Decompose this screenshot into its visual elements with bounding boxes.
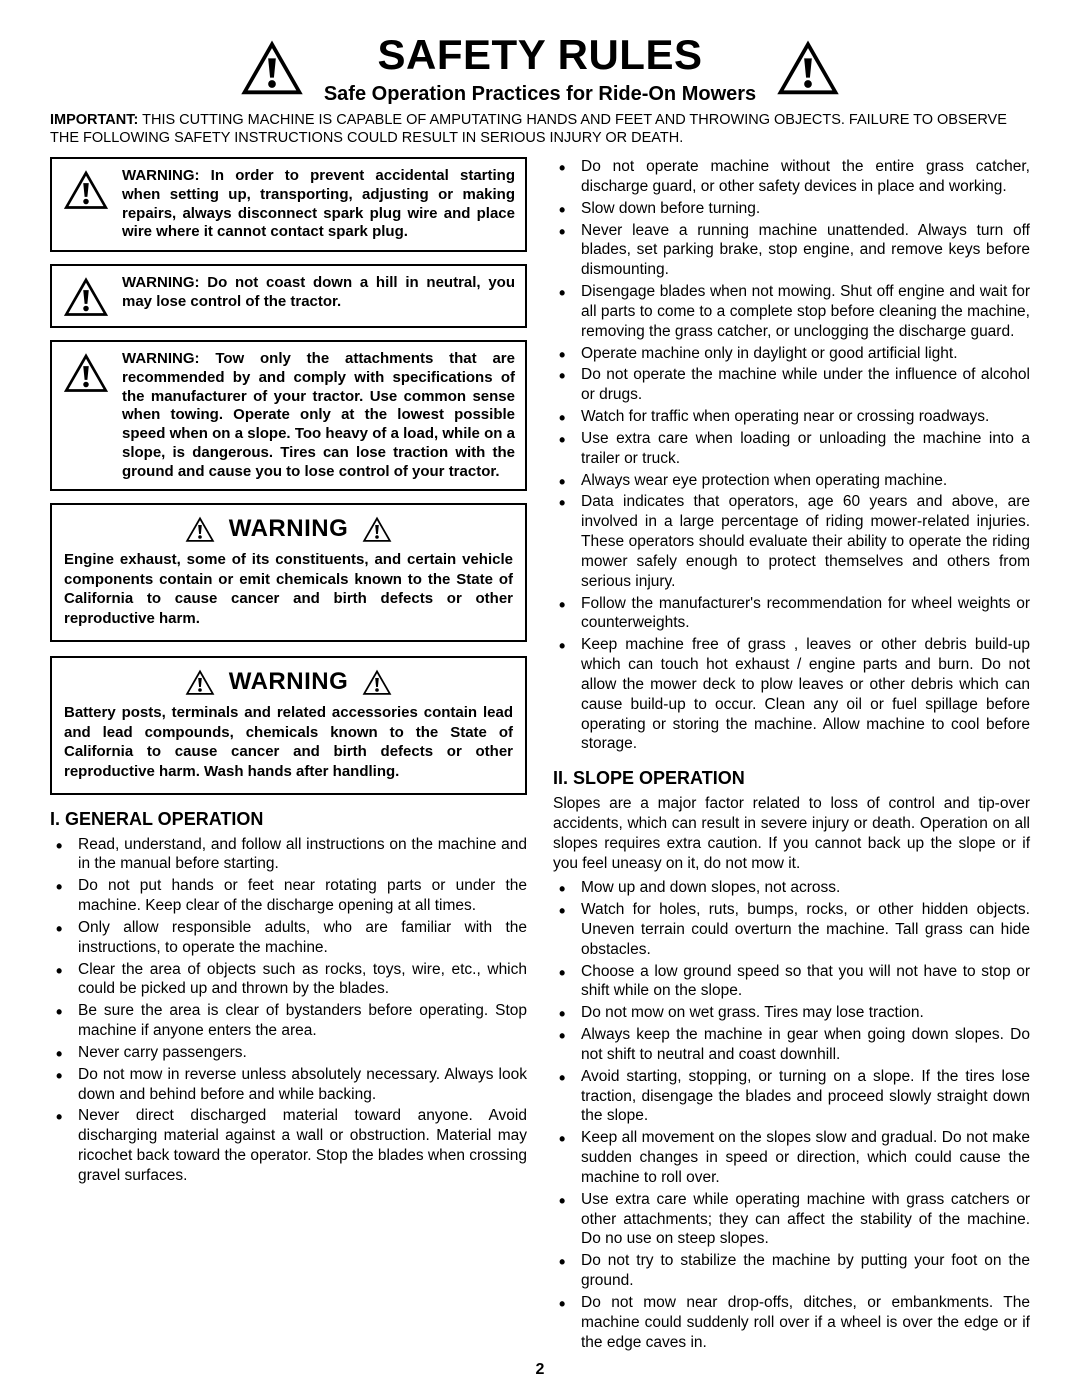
list-item: Use extra care while operating machine w… [553,1190,1030,1249]
page-header: SAFETY RULES Safe Operation Practices fo… [50,30,1030,106]
warning-icon [185,516,215,543]
list-item: Mow up and down slopes, not across. [553,878,1030,898]
list-item: Follow the manufacturer's recommendation… [553,594,1030,634]
right-column: Do not operate machine without the entir… [553,157,1030,1354]
list-item: Keep machine free of grass , leaves or o… [553,635,1030,754]
list-item: Watch for holes, ruts, bumps, rocks, or … [553,900,1030,959]
list-item: Use extra care when loading or unloading… [553,429,1030,469]
warning-box-exhaust: WARNING Engine exhaust, some of its cons… [50,503,527,642]
warning-label: WARNING: [122,350,200,367]
warning-text: Engine exhaust, some of its constituents… [64,550,513,628]
important-label: IMPORTANT: [50,112,138,128]
page-title: SAFETY RULES [324,30,756,80]
warning-box-spark-plug: WARNING: In order to prevent acci­dental… [50,157,527,252]
important-text: THIS CUTTING MACHINE IS CAPABLE OF AMPUT… [50,112,1007,145]
list-item: Do not mow near drop-offs, ditches, or e… [553,1293,1030,1352]
list-item: Read, understand, and follow all instruc… [50,835,527,875]
list-item: Slow down before turning. [553,199,1030,219]
list-item: Do not put hands or feet near rotating p… [50,876,527,916]
list-item: Always wear eye protection when operatin… [553,471,1030,491]
list-item: Always keep the machine in gear when goi… [553,1025,1030,1065]
list-item: Only allow responsible adults, who are f… [50,918,527,958]
general-operation-list-cont: Do not operate machine without the entir… [553,157,1030,754]
list-item: Operate machine only in daylight or good… [553,344,1030,364]
list-item: Be sure the area is clear of bystanders … [50,1001,527,1041]
warning-icon [62,274,110,318]
warning-text: Battery posts, terminals and related acc… [64,703,513,781]
warning-box-coast-hill: WARNING: Do not coast down a hill in neu… [50,264,527,328]
list-item: Do not mow on wet grass. Tires may lose … [553,1003,1030,1023]
list-item: Never carry passengers. [50,1043,527,1063]
warning-icon [62,350,110,394]
list-item: Clear the area of objects such as rocks,… [50,960,527,1000]
list-item: Avoid starting, stopping, or turning on … [553,1067,1030,1126]
warning-box-battery: WARNING Battery posts, terminals and rel… [50,656,527,795]
list-item: Do not try to stabilize the machine by p… [553,1251,1030,1291]
left-column: WARNING: In order to prevent acci­dental… [50,157,527,1354]
warning-label: WARNING: [122,167,200,184]
warning-heading: WARNING [229,668,349,697]
warning-label: WARNING: [122,274,200,291]
section-heading-slope: II. SLOPE OPERATION [553,768,1030,790]
list-item: Do not operate the machine while under t… [553,365,1030,405]
warning-icon [62,167,110,211]
slope-operation-list: Mow up and down slopes, not across.Watch… [553,878,1030,1352]
warning-text: Tow only the attachments that are recomm… [122,350,515,480]
list-item: Do not mow in reverse unless absolutely … [50,1065,527,1105]
page-subtitle: Safe Operation Practices for Ride-On Mow… [324,82,756,106]
warning-icon [240,39,304,97]
slope-intro: Slopes are a major factor related to los… [553,794,1030,875]
list-item: Never leave a running machine unattended… [553,221,1030,280]
list-item: Choose a low ground speed so that you wi… [553,962,1030,1002]
general-operation-list: Read, understand, and follow all instruc… [50,835,527,1186]
list-item: Watch for traffic when operating near or… [553,407,1030,427]
list-item: Data indicates that operators, age 60 ye… [553,492,1030,591]
warning-heading: WARNING [229,515,349,544]
list-item: Do not operate machine without the entir… [553,157,1030,197]
section-heading-general: I. GENERAL OPERATION [50,809,527,831]
content-columns: WARNING: In order to prevent acci­dental… [50,157,1030,1354]
list-item: Keep all movement on the slopes slow and… [553,1128,1030,1187]
list-item: Never direct discharged material toward … [50,1106,527,1185]
warning-box-towing: WARNING: Tow only the attachments that a… [50,340,527,491]
warning-icon [362,516,392,543]
list-item: Disengage blades when not mowing. Shut o… [553,282,1030,341]
warning-icon [776,39,840,97]
warning-icon [185,669,215,696]
page-number: 2 [50,1360,1030,1379]
important-notice: IMPORTANT: THIS CUTTING MACHINE IS CAPAB… [50,112,1030,147]
warning-icon [362,669,392,696]
